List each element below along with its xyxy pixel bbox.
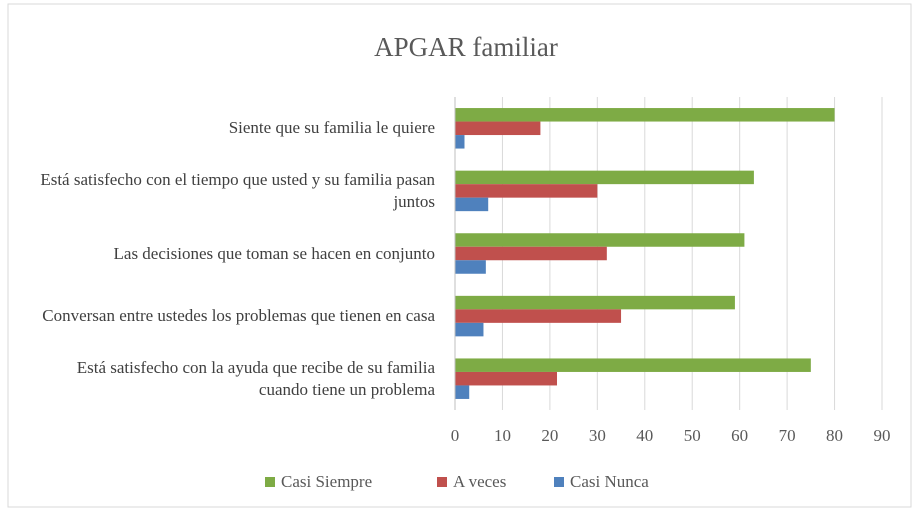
x-tick-label: 60 — [731, 426, 748, 445]
bar — [455, 135, 465, 149]
x-tick-label: 90 — [874, 426, 891, 445]
bar — [455, 309, 622, 323]
chart-title: APGAR familiar — [374, 32, 558, 62]
x-tick-label: 50 — [684, 426, 701, 445]
bar — [455, 322, 484, 337]
bar — [455, 295, 735, 310]
y-tick-label: Está satisfecho con la ayuda que recibe … — [76, 357, 435, 399]
x-tick-label: 0 — [451, 426, 460, 445]
bar — [455, 170, 754, 185]
legend-label: Casi Nunca — [570, 472, 649, 491]
y-tick-label: Está satisfecho con el tiempo que usted … — [40, 169, 435, 211]
legend-label: A veces — [453, 472, 506, 491]
bar — [455, 108, 835, 122]
bar — [455, 260, 486, 274]
x-tick-label: 70 — [779, 426, 796, 445]
x-tick-label: 10 — [494, 426, 511, 445]
bar — [455, 184, 598, 198]
x-tick-label: 20 — [541, 426, 558, 445]
y-tick-label: Conversan entre ustedes los problemas qu… — [42, 306, 435, 326]
x-tick-label: 80 — [826, 426, 843, 445]
x-tick-label: 40 — [636, 426, 653, 445]
bar — [455, 385, 470, 399]
x-tick-label: 30 — [589, 426, 606, 445]
y-tick-label: Las decisiones que toman se hacen en con… — [113, 243, 435, 263]
legend-swatch — [265, 477, 275, 487]
legend-swatch — [554, 477, 564, 487]
chart-border — [7, 3, 912, 508]
bar — [455, 233, 745, 247]
legend-label: Casi Siempre — [281, 472, 372, 491]
bar — [455, 246, 607, 261]
y-tick-label: Siente que su familia le quiere — [228, 118, 435, 138]
bar — [455, 197, 489, 212]
legend-swatch — [437, 477, 447, 487]
bar — [455, 358, 811, 372]
bar — [455, 371, 558, 386]
bar — [455, 121, 541, 136]
